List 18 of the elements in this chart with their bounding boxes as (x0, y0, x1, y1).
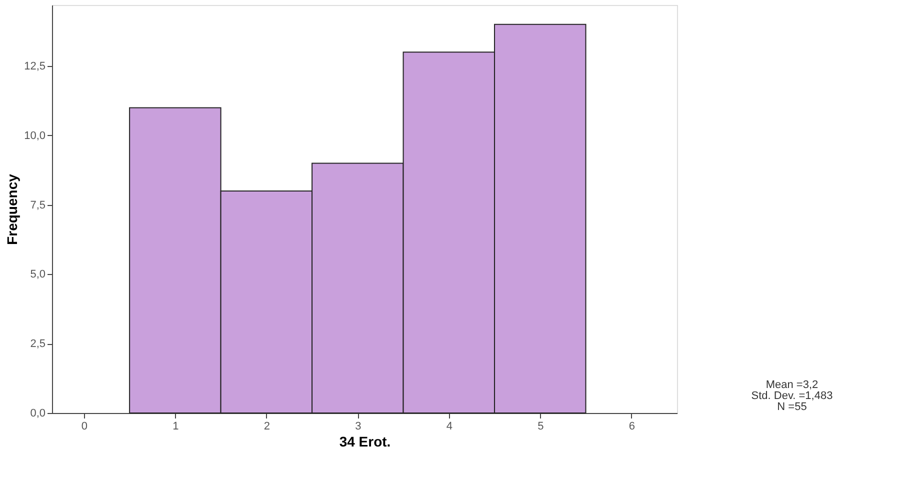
x-tick-label: 3 (355, 420, 362, 432)
y-tick-label: 10,0 (24, 130, 46, 142)
y-tick-label: 2,5 (30, 338, 46, 350)
y-tick-label: 7,5 (30, 199, 46, 212)
x-tick-label: 2 (264, 420, 270, 432)
text: Std. Dev. =1,483 (751, 390, 833, 402)
x-tick-label: 0 (81, 420, 88, 432)
y-tick-label: 5,0 (30, 268, 46, 281)
x-tick-label: 6 (628, 420, 635, 432)
x-tick-label: 1 (172, 420, 179, 432)
y-tick-label: 0,0 (30, 408, 46, 420)
y-tick-label: 12,5 (24, 60, 46, 73)
x-tick-label: 4 (446, 420, 452, 432)
y-axis-title: Frequency (4, 174, 20, 245)
text: N =55 (777, 401, 807, 413)
x-axis-title: 34 Erot. (339, 434, 391, 450)
x-tick-label: 5 (538, 420, 544, 432)
text: Mean =3,2 (766, 379, 818, 391)
